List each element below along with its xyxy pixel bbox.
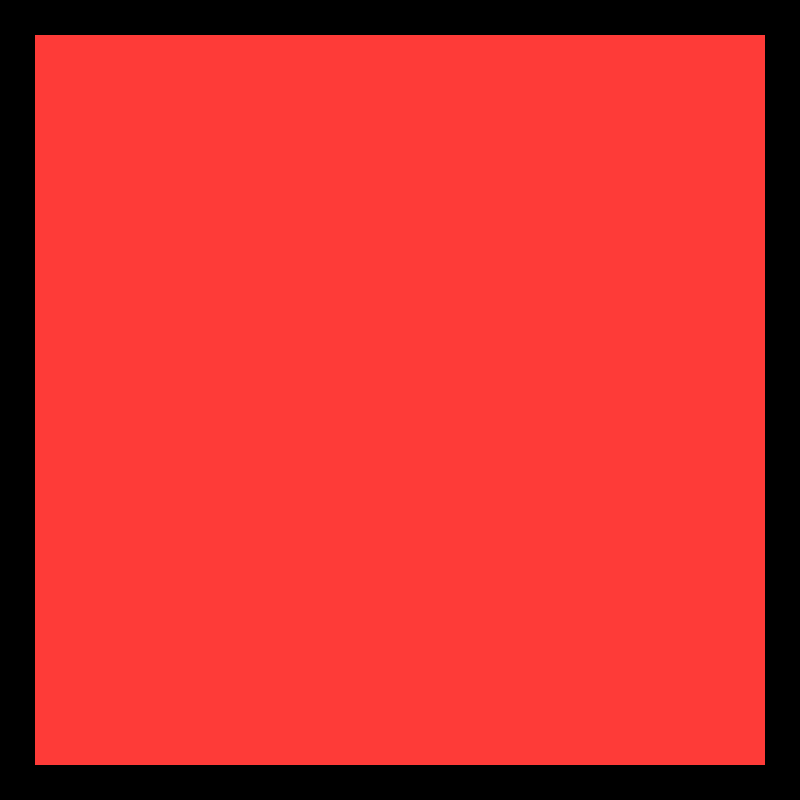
chart-container bbox=[0, 0, 800, 800]
crosshair-overlay bbox=[35, 35, 335, 185]
heatmap-plot bbox=[35, 35, 765, 765]
